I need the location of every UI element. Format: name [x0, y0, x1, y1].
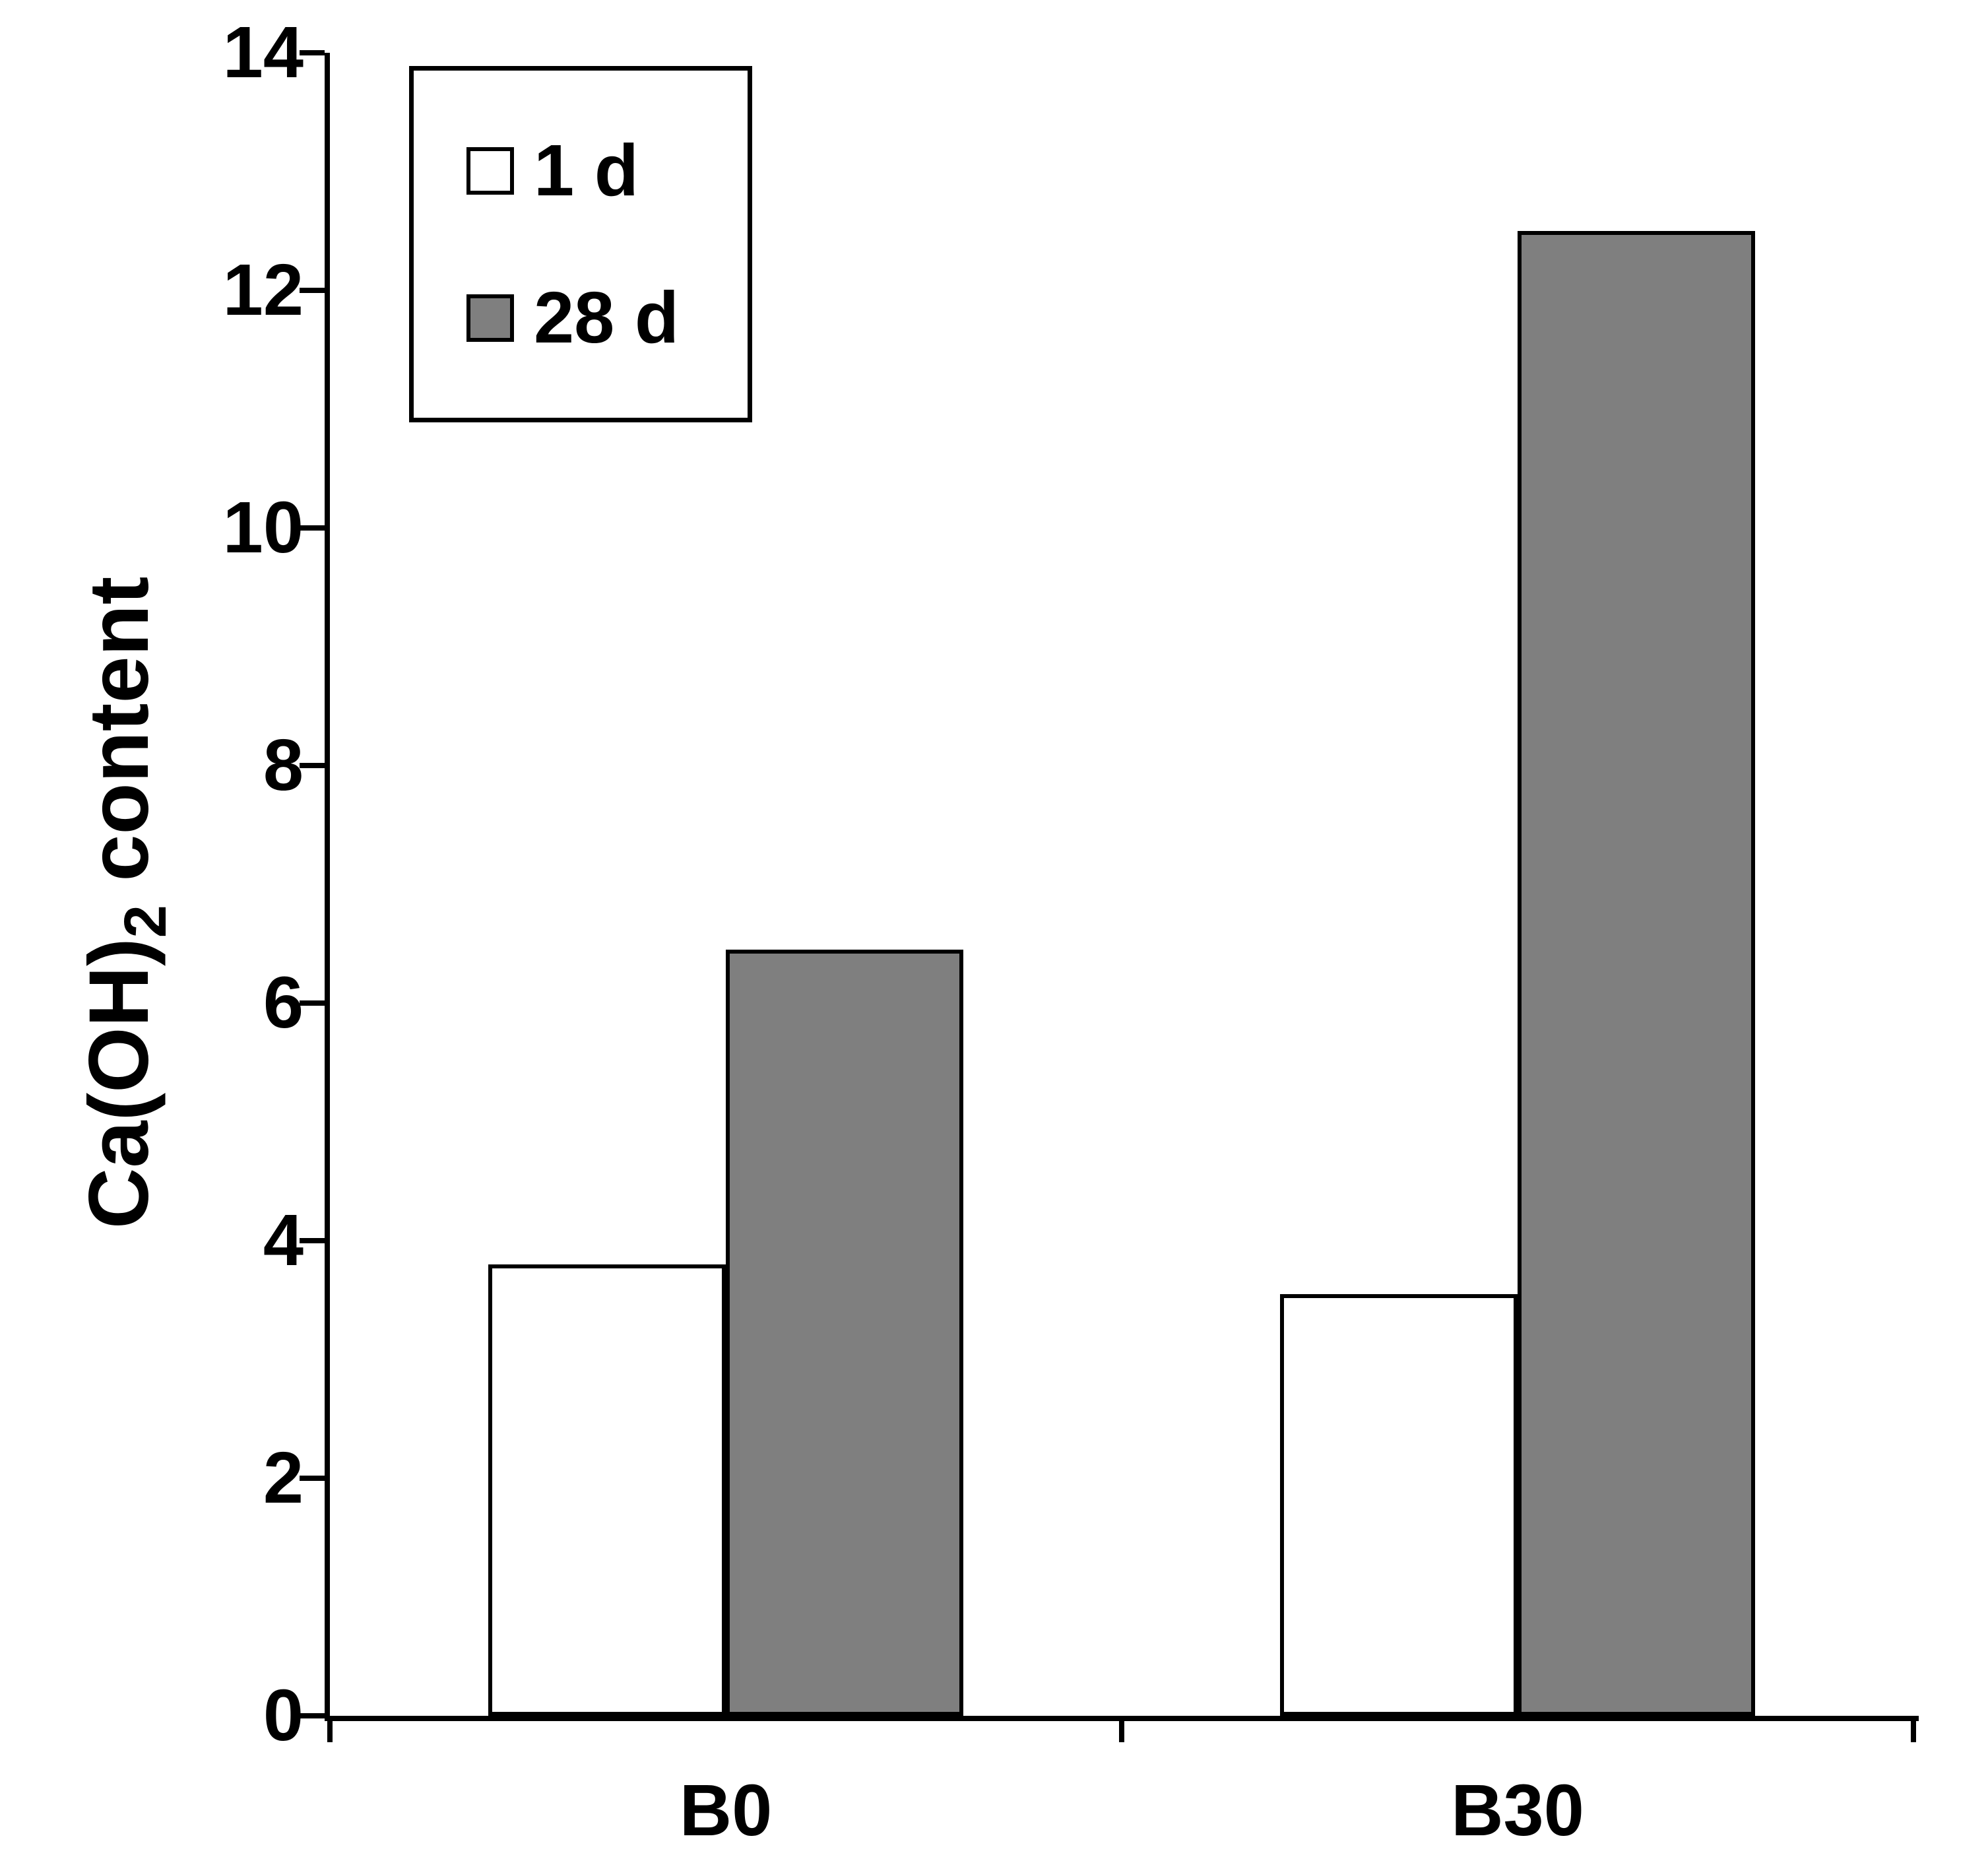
y-tick-mark: [300, 763, 325, 768]
y-tick-mark: [300, 1713, 325, 1718]
legend: 1 d 28 d: [409, 66, 752, 422]
plot-area: [330, 53, 1913, 1716]
x-tick-mark: [1911, 1716, 1916, 1742]
y-tick-label: 10: [222, 487, 304, 568]
y-tick-mark: [300, 288, 325, 293]
legend-swatch-28d: [466, 294, 514, 342]
bar-B0-1d: [488, 1264, 726, 1716]
bar-B0-28d: [726, 950, 963, 1716]
legend-item-28d: 28 d: [466, 276, 748, 360]
y-tick-mark: [300, 1476, 325, 1481]
y-tick-label: 0: [263, 1675, 304, 1756]
legend-swatch-1d: [466, 147, 514, 195]
y-tick-label: 6: [263, 962, 304, 1043]
y-axis-title-subscript: 2: [112, 905, 179, 938]
legend-label-28d: 28 d: [534, 277, 680, 358]
y-tick-label: 2: [263, 1437, 304, 1518]
x-tick-mark: [1119, 1716, 1124, 1742]
bar-B30-1d: [1280, 1294, 1518, 1716]
y-tick-label: 4: [263, 1200, 304, 1281]
bar-B30-28d: [1518, 231, 1755, 1716]
y-tick-mark: [300, 1000, 325, 1006]
y-tick-mark: [300, 525, 325, 531]
y-tick-label: 8: [263, 725, 304, 806]
x-category-label: B30: [1451, 1770, 1584, 1851]
y-tick-label: 14: [222, 12, 304, 93]
y-tick-mark: [300, 1238, 325, 1243]
y-tick-label: 12: [222, 249, 304, 331]
x-tick-mark: [327, 1716, 333, 1742]
y-axis-line: [325, 53, 330, 1721]
x-category-label: B0: [679, 1770, 773, 1851]
legend-item-1d: 1 d: [466, 129, 748, 212]
y-tick-mark: [300, 50, 325, 55]
legend-label-1d: 1 d: [534, 130, 639, 211]
